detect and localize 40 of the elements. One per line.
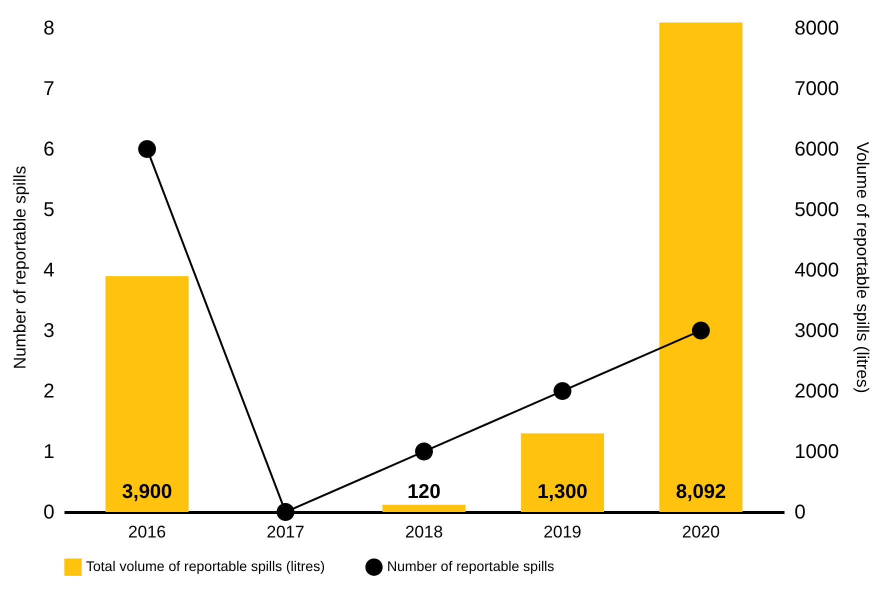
y-tick-label: 2 <box>43 380 54 403</box>
x-tick-label: 2017 <box>266 522 304 542</box>
bar <box>106 276 189 512</box>
data-label: 120 <box>407 481 441 503</box>
y2-tick-label: 8000 <box>794 18 839 40</box>
point <box>276 503 294 521</box>
y2-tick-label: 0 <box>794 502 806 524</box>
y2-tick-label: 4000 <box>794 260 839 282</box>
x-tick-label: 2016 <box>128 522 166 542</box>
bar <box>520 433 604 512</box>
y-tick-label: 3 <box>43 320 54 342</box>
y-tick-label: 5 <box>43 199 54 222</box>
x-tick-label: 2018 <box>405 522 443 542</box>
y-axis-title: Number of reportable spills <box>10 166 30 370</box>
y-tick-label: 7 <box>43 78 54 100</box>
y-tick-label: 0 <box>43 502 54 524</box>
y2-tick-label: 2000 <box>794 380 839 403</box>
x-tick-label: 2020 <box>682 522 720 542</box>
y-tick-label: 4 <box>43 260 54 282</box>
y2-tick-label: 7000 <box>794 78 839 100</box>
point <box>692 322 710 340</box>
point <box>138 140 156 158</box>
y-tick-label: 8 <box>43 18 54 40</box>
data-label: 3,900 <box>122 481 172 503</box>
point <box>554 382 572 400</box>
bar <box>659 22 742 512</box>
data-label: 1,300 <box>537 481 588 503</box>
point <box>415 442 433 460</box>
bar <box>382 504 466 512</box>
legend-label: Total volume of reportable spills (litres) <box>86 558 325 574</box>
y2-axis-title: Volume of reportable spills (litres) <box>852 142 872 394</box>
x-tick-label: 2019 <box>544 522 582 542</box>
legend-label: Number of reportable spills <box>387 558 554 574</box>
y2-tick-label: 3000 <box>794 320 839 342</box>
data-label: 8,092 <box>676 481 726 503</box>
y-tick-label: 6 <box>43 138 54 161</box>
y2-tick-label: 5000 <box>794 199 839 222</box>
y2-tick-label: 6000 <box>794 138 839 161</box>
y-tick-label: 1 <box>43 441 54 464</box>
y2-tick-label: 1000 <box>794 441 839 464</box>
